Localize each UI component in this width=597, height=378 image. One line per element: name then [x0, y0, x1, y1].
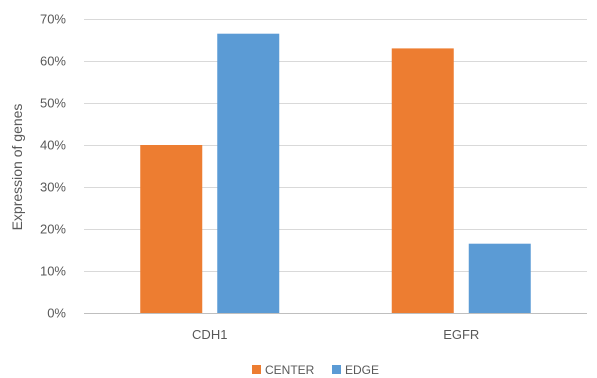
x-category-label: CDH1 [192, 327, 227, 342]
y-tick-label: 70% [40, 12, 66, 27]
legend-label-edge: EDGE [345, 363, 379, 377]
y-tick-label: 30% [40, 180, 66, 195]
legend-swatch-edge [332, 365, 341, 374]
legend-label-center: CENTER [265, 363, 315, 377]
y-axis-title: Expression of genes [9, 104, 25, 231]
y-tick-label: 60% [40, 54, 66, 69]
x-axis-category-labels: CDH1 EGFR [192, 327, 479, 342]
y-tick-label: 10% [40, 264, 66, 279]
bar-edge-egfr [468, 243, 531, 313]
x-category-label: EGFR [443, 327, 479, 342]
legend: CENTER EDGE [252, 363, 379, 377]
y-tick-label: 50% [40, 96, 66, 111]
y-tick-label: 0% [47, 306, 66, 321]
bars [140, 33, 531, 314]
bar-edge-cdh1 [217, 33, 280, 313]
bar-center-egfr [391, 48, 454, 314]
y-axis-tick-labels: 0% 10% 20% 30% 40% 50% 60% 70% [40, 12, 66, 321]
y-tick-label: 20% [40, 222, 66, 237]
y-tick-label: 40% [40, 138, 66, 153]
legend-swatch-center [252, 365, 261, 374]
bar-center-cdh1 [140, 145, 203, 313]
